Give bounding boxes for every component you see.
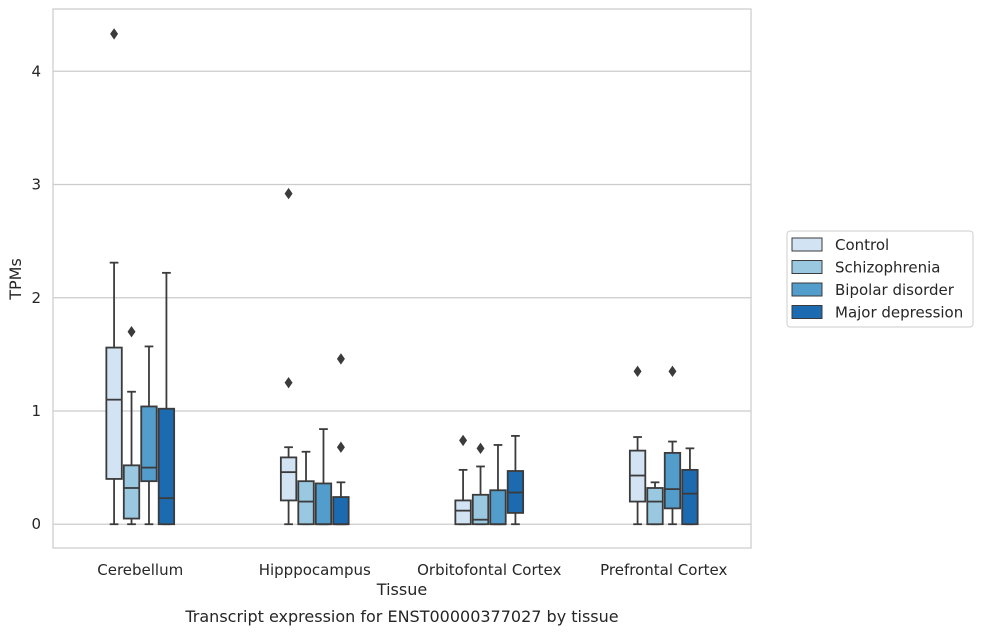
box-groups — [105, 28, 699, 526]
y-tick-label: 3 — [31, 176, 41, 194]
box-iqr — [157, 407, 176, 526]
legend-frame — [786, 230, 974, 328]
legend-swatch — [791, 305, 823, 319]
chart-caption: Transcript expression for ENST0000037702… — [184, 607, 618, 626]
box-0-3 — [157, 271, 176, 526]
box-3-1 — [646, 481, 664, 526]
outlier-point — [459, 434, 468, 447]
x-tick-labels: Cerebellum Hipppocampus Orbitofontal Corte… — [97, 561, 727, 579]
box-iqr — [646, 487, 664, 526]
legend-swatch — [791, 260, 823, 274]
box-1-2 — [314, 428, 333, 526]
box-iqr — [681, 468, 699, 526]
legend-swatch — [791, 237, 823, 252]
box-0-0 — [105, 28, 123, 526]
legend-label: Schizophrenia — [835, 259, 940, 277]
box-3-3 — [681, 447, 699, 526]
box-iqr — [140, 405, 158, 483]
box-3-2 — [663, 365, 682, 526]
outlier-point — [476, 442, 485, 455]
outlier-point — [284, 187, 293, 200]
outlier-point — [633, 365, 642, 378]
box-iqr — [663, 451, 682, 510]
box-2-1 — [471, 442, 490, 526]
x-tick-label: Hipppocampus — [259, 561, 371, 579]
box-iqr — [279, 456, 298, 502]
x-tick-label: Cerebellum — [97, 561, 183, 579]
y-tick-label: 1 — [31, 402, 41, 420]
y-tick-labels: 0 1 2 3 4 — [31, 62, 41, 533]
outlier-point — [127, 326, 136, 338]
box-iqr — [332, 496, 350, 526]
box-iqr — [122, 464, 141, 520]
box-1-1 — [297, 450, 315, 526]
outlier-point — [284, 376, 293, 389]
legend: Control Schizophrenia Bipolar disorder Majo… — [786, 230, 974, 328]
legend-swatch — [791, 282, 823, 297]
x-tick-label: Prefrontal Cortex — [600, 561, 727, 579]
box-0-2 — [140, 345, 158, 526]
box-2-0 — [454, 434, 472, 526]
box-iqr — [489, 489, 507, 526]
outlier-point — [336, 353, 345, 365]
legend-label: Control — [835, 236, 889, 254]
y-axis-label: TPMs — [6, 258, 25, 301]
outlier-point — [668, 365, 677, 378]
box-iqr — [454, 499, 472, 526]
box-2-3 — [506, 434, 525, 526]
box-iqr — [314, 482, 333, 526]
legend-label: Bipolar disorder — [835, 281, 955, 299]
box-0-1 — [122, 326, 141, 526]
x-tick-label: Orbitofontal Cortex — [417, 561, 561, 579]
outlier-point — [110, 28, 119, 40]
plot-area — [52, 8, 752, 549]
y-tick-label: 0 — [31, 515, 41, 533]
box-3-0 — [628, 365, 647, 526]
box-iqr — [471, 493, 490, 526]
box-iqr — [297, 480, 315, 526]
y-tick-label: 4 — [31, 62, 41, 80]
y-tick-label: 2 — [31, 289, 41, 307]
box-1-0 — [279, 187, 298, 526]
x-axis-label: Tissue — [376, 580, 427, 599]
box-iqr — [105, 346, 123, 480]
box-2-2 — [489, 444, 507, 526]
legend-label: Major depression — [835, 304, 963, 322]
box-1-3 — [332, 353, 350, 526]
outlier-point — [336, 441, 345, 453]
